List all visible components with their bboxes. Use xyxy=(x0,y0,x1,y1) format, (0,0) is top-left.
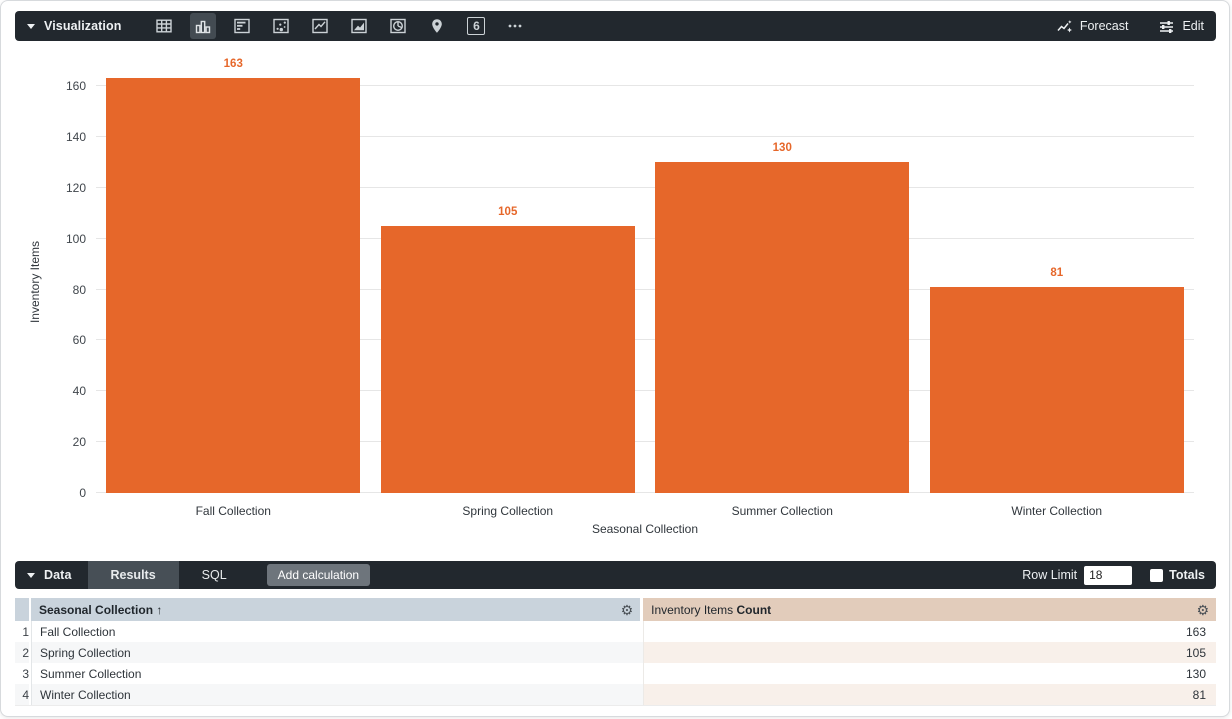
tab-sql[interactable]: SQL xyxy=(201,568,227,582)
row-number-cell: 3 xyxy=(22,666,29,681)
measure-cell[interactable]: 130 xyxy=(643,663,1216,684)
data-collapse-caret-icon[interactable] xyxy=(27,572,35,578)
dimension-cell[interactable]: Summer Collection xyxy=(31,663,643,684)
bar[interactable] xyxy=(655,162,910,493)
gridline xyxy=(96,492,1194,493)
y-axis-tick-label: 140 xyxy=(65,129,86,144)
visualization-toolbar: Visualization xyxy=(15,11,1216,41)
forecast-button[interactable]: Forecast xyxy=(1056,18,1129,35)
gridline xyxy=(96,390,1194,392)
table-row: 4 Winter Collection 81 xyxy=(15,684,1216,705)
gridline xyxy=(96,85,1194,86)
forecast-icon xyxy=(1057,19,1072,32)
single-value-icon[interactable]: 6 xyxy=(463,13,489,39)
line-chart-icon[interactable] xyxy=(307,13,333,39)
gridline xyxy=(96,339,1194,341)
x-axis-category-label: Winter Collection xyxy=(1011,504,1103,518)
y-axis-tick-label: 20 xyxy=(72,435,86,450)
measure-gear-icon[interactable]: ⚙ xyxy=(1196,601,1209,618)
y-axis-tick-label: 80 xyxy=(72,282,86,297)
dimension-cell[interactable]: Spring Collection xyxy=(31,642,644,663)
more-options-icon[interactable] xyxy=(502,13,528,39)
row-limit-label: Row Limit xyxy=(1022,568,1078,582)
data-toolbar-right: Row Limit Totals xyxy=(1022,565,1216,585)
tab-results[interactable]: Results xyxy=(87,561,179,589)
table-icon[interactable] xyxy=(151,13,177,39)
table-header-row: Seasonal Collection ↑ ⚙ Inventory Items … xyxy=(15,598,1216,621)
bar-value-label: 163 xyxy=(223,58,243,71)
data-title[interactable]: Data xyxy=(44,568,72,582)
measure-header-label: Inventory Items xyxy=(651,602,734,617)
row-number-cell: 4 xyxy=(15,684,29,705)
gridline xyxy=(96,237,1194,239)
data-tabs: Results SQL xyxy=(87,561,250,589)
y-axis-tick-label: 40 xyxy=(72,384,86,399)
bar[interactable] xyxy=(929,286,1184,493)
row-number-cell: 1 xyxy=(22,624,29,639)
pie-chart-icon[interactable] xyxy=(385,13,411,39)
y-axis-tick-label: 100 xyxy=(65,231,86,246)
measure-cell[interactable]: 105 xyxy=(643,642,1216,663)
data-toolbar: Data Results SQL Add calculation Row Lim… xyxy=(15,561,1216,589)
visualization-title[interactable]: Visualization xyxy=(44,19,122,33)
dimension-column-header[interactable]: Seasonal Collection ↑ ⚙ xyxy=(31,598,641,621)
totals-checkbox[interactable] xyxy=(1150,568,1164,582)
dimension-cell[interactable]: Fall Collection xyxy=(31,621,643,642)
edit-settings-icon xyxy=(1160,20,1174,33)
table-row: 3 Summer Collection 130 xyxy=(15,663,1216,684)
y-axis-tick-label: 160 xyxy=(65,79,86,93)
bar[interactable] xyxy=(106,78,361,493)
bar-chart-icon[interactable] xyxy=(229,13,255,39)
measure-column-header[interactable]: Inventory Items Count ⚙ xyxy=(643,598,1216,621)
column-chart-icon[interactable] xyxy=(190,13,217,39)
chart-section: Inventory Items Seasonal Collection 0 20 4… xyxy=(1,41,1229,561)
bar[interactable] xyxy=(380,225,635,493)
measure-header-sublabel: Count xyxy=(736,602,772,617)
table-row: 2 Spring Collection 105 xyxy=(15,642,1216,663)
table-row: 1 Fall Collection 163 xyxy=(15,621,1216,642)
measure-cell[interactable]: 81 xyxy=(643,684,1216,705)
bar-value-label: 105 xyxy=(498,205,518,218)
sort-ascending-icon: ↑ xyxy=(156,602,163,617)
x-axis-category-label: Fall Collection xyxy=(195,504,271,518)
edit-button[interactable]: Edit xyxy=(1158,18,1204,35)
edit-label: Edit xyxy=(1182,19,1204,33)
results-table: Seasonal Collection ↑ ⚙ Inventory Items … xyxy=(15,598,1216,706)
table-body: 1 Fall Collection 163 2 Spring Collection 105… xyxy=(15,621,1216,706)
plot-area: Inventory Items Seasonal Collection 0 20 4… xyxy=(28,58,1194,536)
dimension-cell[interactable]: Winter Collection xyxy=(31,684,644,705)
dimension-header-label: Seasonal Collection xyxy=(39,602,154,617)
single-value-glyph: 6 xyxy=(473,19,480,33)
y-axis-tick-label: 0 xyxy=(79,486,86,500)
x-axis-category-label: Summer Collection xyxy=(731,504,833,518)
viz-type-icons: 6 xyxy=(151,13,528,39)
collapse-caret-icon[interactable] xyxy=(27,23,35,29)
y-axis-tick-label: 60 xyxy=(72,333,86,348)
forecast-label: Forecast xyxy=(1079,19,1129,33)
measure-cell[interactable]: 163 xyxy=(643,621,1216,642)
bar-value-label: 81 xyxy=(1050,266,1064,279)
header-gutter-cell xyxy=(15,598,29,621)
gridline xyxy=(96,186,1194,188)
x-axis-title: Seasonal Collection xyxy=(591,522,699,536)
area-chart-icon[interactable] xyxy=(346,13,372,39)
row-number-cell: 2 xyxy=(15,642,29,663)
gridline xyxy=(96,288,1194,290)
bar-value-label: 130 xyxy=(772,142,792,155)
gridline xyxy=(96,135,1194,137)
gridline xyxy=(96,441,1194,443)
map-icon[interactable] xyxy=(424,13,450,39)
row-limit-input[interactable] xyxy=(1084,565,1133,585)
scatter-plot-icon[interactable] xyxy=(268,13,294,39)
y-axis-tick-label: 120 xyxy=(65,180,86,195)
dimension-gear-icon[interactable]: ⚙ xyxy=(620,601,634,618)
x-axis-category-label: Spring Collection xyxy=(462,504,554,518)
totals-label: Totals xyxy=(1169,568,1205,582)
add-calculation-button[interactable]: Add calculation xyxy=(266,564,371,586)
